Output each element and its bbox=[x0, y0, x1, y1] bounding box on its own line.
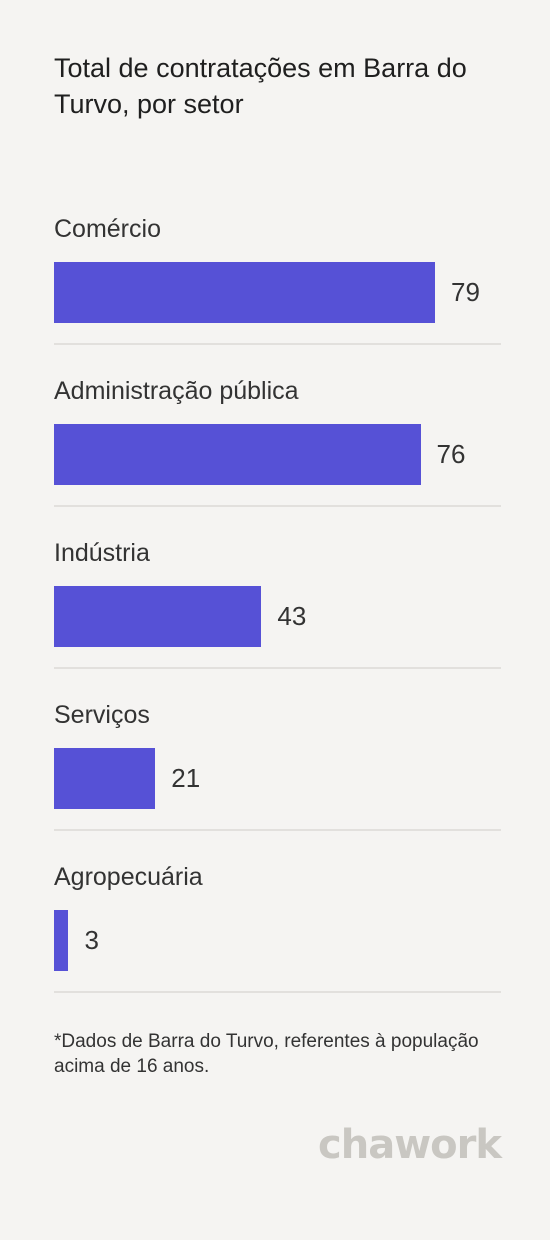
chart-row: Agropecuária 3 bbox=[54, 860, 501, 1022]
chart-row: Serviços 21 bbox=[54, 698, 501, 860]
value-label: 3 bbox=[84, 925, 99, 955]
chawork-logo: chawork bbox=[318, 1122, 502, 1168]
bar bbox=[54, 910, 69, 971]
category-label: Administração pública bbox=[54, 377, 299, 405]
row-divider bbox=[54, 505, 501, 507]
value-label: 76 bbox=[436, 439, 466, 469]
category-label: Serviços bbox=[54, 701, 150, 729]
bar bbox=[54, 586, 262, 647]
footnote: *Dados de Barra do Turvo, referentes à p… bbox=[54, 1031, 479, 1077]
value-label: 43 bbox=[277, 601, 307, 631]
category-label: Comércio bbox=[54, 215, 161, 243]
chart-row: Indústria 43 bbox=[54, 536, 501, 698]
category-label: Indústria bbox=[54, 539, 150, 567]
chart-title: Total de contratações em Barra do Turvo,… bbox=[54, 53, 467, 119]
category-label: Agropecuária bbox=[54, 863, 203, 891]
bar-chart: Comércio 79 Administração pública 76 Indústr… bbox=[54, 212, 501, 1022]
row-divider bbox=[54, 667, 501, 669]
bar bbox=[54, 262, 435, 323]
value-label: 79 bbox=[451, 277, 480, 307]
bar bbox=[54, 424, 421, 485]
row-divider bbox=[54, 343, 501, 345]
chart-row: Administração pública 76 bbox=[54, 374, 501, 536]
row-divider bbox=[54, 991, 501, 993]
bar bbox=[54, 748, 156, 809]
row-divider bbox=[54, 829, 501, 831]
value-label: 21 bbox=[171, 763, 201, 793]
chart-row: Comércio 79 bbox=[54, 212, 501, 374]
